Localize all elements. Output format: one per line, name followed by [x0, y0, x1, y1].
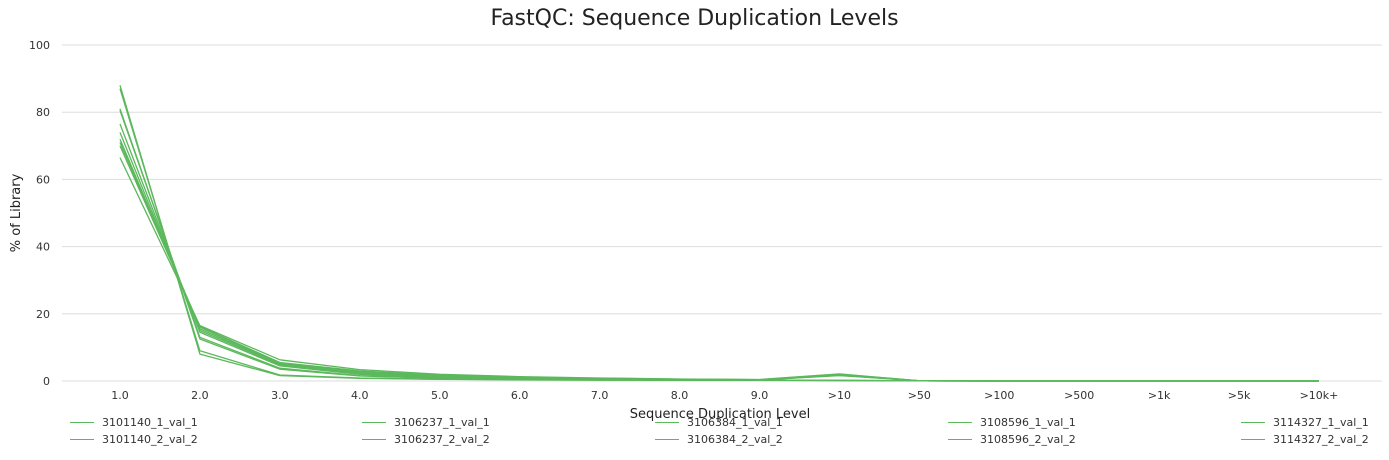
legend-item[interactable]: 3114327_2_val_2 [1241, 431, 1369, 447]
y-tick-label: 80 [36, 106, 50, 119]
x-axis-label: Sequence Duplication Level [630, 407, 810, 422]
x-tick-label: >50 [908, 389, 931, 402]
x-tick-label: 7.0 [591, 389, 609, 402]
series-line-3108596_1_val_1[interactable] [119, 138, 1319, 382]
y-axis-label: % of Library [9, 173, 24, 252]
legend-swatch [362, 438, 386, 440]
legend-label: 3101140_2_val_2 [102, 432, 198, 446]
legend-swatch [948, 421, 972, 423]
legend-item[interactable]: 3114327_1_val_1 [1241, 414, 1369, 430]
x-tick-label: >1k [1148, 389, 1171, 402]
series-line-3106237_1_val_1[interactable] [119, 108, 1319, 382]
series-line-3106384_1_val_1[interactable] [119, 123, 1319, 382]
grid-lines [62, 44, 1382, 382]
legend-item[interactable]: 3108596_1_val_1 [948, 414, 1076, 430]
legend-item[interactable]: 3106384_1_val_1 [655, 414, 783, 430]
x-tick-label: >500 [1064, 389, 1094, 402]
legend-swatch [70, 438, 94, 440]
legend-label: 3106237_2_val_2 [394, 432, 490, 446]
legend-item[interactable]: 3101140_2_val_2 [70, 431, 198, 447]
legend-label: 3108596_1_val_1 [980, 415, 1076, 429]
series-line-3106237_2_val_2[interactable] [119, 110, 1319, 382]
series-line-3114327_2_val_2[interactable] [119, 157, 1319, 382]
legend-label: 3106384_1_val_1 [687, 415, 783, 429]
y-tick-label: 20 [36, 308, 50, 321]
x-tick-label: 9.0 [751, 389, 769, 402]
series-line-3101140_2_val_2[interactable] [119, 88, 1319, 382]
legend-swatch [362, 421, 386, 423]
x-tick-label: >5k [1228, 389, 1251, 402]
legend-item[interactable]: 3101140_1_val_1 [70, 414, 198, 430]
x-tick-label: 6.0 [511, 389, 529, 402]
series-lines [119, 85, 1319, 382]
legend-label: 3114327_2_val_2 [1273, 432, 1369, 446]
x-tick-label: 4.0 [351, 389, 369, 402]
series-line-3114327_1_val_1[interactable] [119, 145, 1319, 382]
legend: 3101140_1_val_1 3101140_2_val_2 3106237_1_… [70, 414, 1380, 454]
legend-label: 3101140_1_val_1 [102, 415, 198, 429]
legend-swatch [1241, 421, 1265, 423]
x-tick-label: 3.0 [271, 389, 289, 402]
legend-item[interactable]: 3108596_2_val_2 [948, 431, 1076, 447]
legend-label: 3108596_2_val_2 [980, 432, 1076, 446]
legend-swatch [1241, 438, 1265, 440]
y-tick-label: 0 [43, 375, 50, 388]
legend-label: 3106384_2_val_2 [687, 432, 783, 446]
legend-item[interactable]: 3106384_2_val_2 [655, 431, 783, 447]
x-tick-label: 1.0 [111, 389, 129, 402]
legend-item[interactable]: 3106237_2_val_2 [362, 431, 490, 447]
x-tick-label: 8.0 [671, 389, 689, 402]
x-tick-label: 2.0 [191, 389, 209, 402]
y-tick-label: 100 [29, 39, 50, 52]
legend-label: 3114327_1_val_1 [1273, 415, 1369, 429]
legend-label: 3106237_1_val_1 [394, 415, 490, 429]
series-line-3101140_1_val_1[interactable] [119, 85, 1319, 382]
legend-swatch [655, 421, 679, 423]
x-axis-ticks: 1.0 2.0 3.0 4.0 5.0 6.0 7.0 8.0 9.0 >10 >50 >100 >50… [111, 389, 1338, 402]
legend-swatch [70, 421, 94, 423]
series-line-3108596_2_val_2[interactable] [119, 142, 1319, 382]
x-tick-label: 5.0 [431, 389, 449, 402]
x-tick-label: >100 [984, 389, 1014, 402]
y-tick-label: 40 [36, 241, 50, 254]
legend-item[interactable]: 3106237_1_val_1 [362, 414, 490, 430]
x-tick-label: >10k+ [1300, 389, 1339, 402]
x-tick-label: >10 [828, 389, 851, 402]
legend-swatch [948, 438, 972, 440]
y-tick-label: 60 [36, 173, 50, 186]
series-line-3106384_2_val_2[interactable] [119, 132, 1319, 382]
chart-title: FastQC: Sequence Duplication Levels [490, 6, 899, 31]
y-axis-ticks: 0 20 40 60 80 100 [29, 39, 50, 388]
legend-swatch [655, 438, 679, 440]
